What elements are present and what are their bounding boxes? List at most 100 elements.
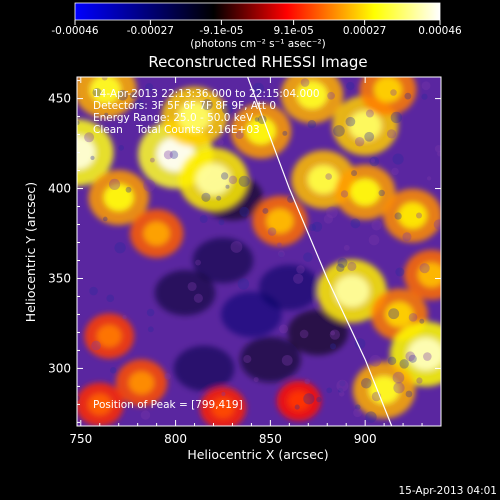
heatmap-bright-core — [397, 202, 428, 229]
colorbar-tick-label: -0.00027 — [127, 25, 174, 37]
heatmap-bright-core — [77, 135, 96, 170]
heatmap-dim-region — [287, 309, 349, 356]
annotation-time-range: 14-Apr-2013 22:13:36.000 to 22:15:04.000 — [93, 88, 320, 100]
heatmap-speckle — [345, 116, 356, 127]
heatmap-speckle — [336, 263, 345, 272]
heatmap-speckle — [395, 267, 405, 277]
heatmap-speckle — [311, 221, 323, 232]
annotation-clean-counts: Clean Total Counts: 2.16E+03 — [93, 124, 260, 136]
heatmap-speckle — [102, 216, 108, 222]
heatmap-speckle — [340, 190, 349, 198]
heatmap-speckle — [329, 343, 337, 350]
heatmap-bright-core — [96, 324, 122, 348]
heatmap-dim-region — [221, 291, 282, 338]
heatmap-speckle — [316, 396, 322, 403]
heatmap-speckle — [225, 184, 230, 189]
heatmap-speckle — [369, 156, 380, 167]
heatmap-speckle — [108, 178, 121, 190]
heatmap-speckle — [144, 83, 154, 92]
heatmap-speckle — [434, 145, 441, 153]
heatmap-speckle — [338, 391, 345, 397]
heatmap-speckle — [134, 99, 144, 109]
solar-limb-line — [247, 77, 393, 426]
x-tick-label: 800 — [164, 432, 187, 446]
heatmap-bright-core — [307, 164, 340, 195]
heatmap-speckle — [243, 355, 252, 364]
heatmap-speckle — [402, 232, 412, 242]
heatmap-speckle — [408, 354, 417, 363]
heatmap-speckle — [405, 390, 413, 398]
heatmap-speckle — [354, 137, 365, 147]
heatmap-speckle — [351, 170, 358, 177]
x-tick-label: 750 — [69, 432, 92, 446]
heatmap-bright-core — [89, 77, 122, 104]
heatmap-speckle — [338, 387, 344, 394]
colorbar-tick-label: 0.00027 — [343, 25, 386, 37]
heatmap-speckle — [146, 308, 155, 317]
heatmap-speckle — [254, 117, 260, 122]
heatmap-speckle — [361, 377, 372, 389]
heatmap-bright-core — [143, 221, 170, 246]
heatmap-speckle — [110, 367, 117, 374]
heatmap-bright-core — [334, 275, 370, 307]
heatmap-speckle — [419, 263, 430, 274]
heatmap-speckle — [325, 173, 332, 180]
heatmap-speckle — [201, 99, 213, 111]
heatmap-dim-region — [154, 270, 216, 316]
axis-ticks: 750 800 850 900 300 350 400 450 — [48, 77, 441, 446]
heatmap-speckle — [369, 354, 382, 367]
heatmap-speckle — [390, 111, 403, 124]
heatmap-speckle — [437, 151, 441, 157]
heatmap-speckle — [426, 176, 432, 181]
heatmap-speckle — [282, 130, 288, 136]
heatmap-speckle — [147, 326, 154, 333]
plot-frame — [76, 76, 442, 427]
heatmap-speckle — [308, 223, 316, 232]
heatmap-speckle — [390, 89, 397, 96]
heatmap-speckle — [277, 242, 282, 248]
colorbar-ticks: -0.00046 -0.00027 -9.1e-05 9.1e-05 0.00027 0.… — [51, 20, 462, 37]
heatmap-speckle — [77, 395, 80, 402]
heatmap-speckle — [296, 265, 305, 274]
heatmap-speckle — [114, 242, 126, 254]
heatmap-speckle — [394, 212, 402, 220]
heatmap-speckle — [387, 356, 397, 366]
colorbar-tick-label: -9.1e-05 — [199, 25, 243, 37]
heatmap-speckle — [370, 158, 376, 163]
heatmap-speckle — [323, 214, 334, 224]
y-tick-label: 350 — [48, 271, 71, 285]
heatmap-bright-core — [196, 163, 231, 196]
heatmap-speckle — [405, 351, 416, 362]
heatmap-bright-core — [103, 183, 134, 212]
heatmap-speckle — [238, 175, 250, 187]
heatmap-speckle — [230, 241, 243, 253]
heatmap-speckle — [368, 234, 380, 246]
heatmap-speckle — [354, 338, 366, 350]
heatmap-speckle — [330, 330, 336, 336]
heatmap-speckle — [125, 186, 132, 193]
heatmap-speckle — [421, 81, 431, 91]
y-axis-label: Heliocentric Y (arcsec) — [23, 182, 38, 322]
annotation-peak-position: Position of Peak = [799,419] — [93, 399, 243, 411]
heatmap-speckle — [433, 219, 441, 230]
heatmap-speckle — [364, 131, 375, 142]
heatmap-speckle — [333, 125, 345, 137]
x-tick-label: 850 — [259, 432, 282, 446]
heatmap-speckle — [104, 112, 109, 117]
heatmap-speckle — [143, 179, 156, 192]
heatmap-speckle — [327, 91, 335, 100]
colorbar: -0.00046 -0.00027 -9.1e-05 9.1e-05 0.00027 0.… — [51, 2, 462, 50]
heatmap-speckle — [91, 340, 101, 351]
heatmap-speckle — [365, 109, 374, 118]
heatmap-speckle — [277, 250, 285, 258]
heatmap-speckle — [392, 153, 404, 165]
heatmap-speckle — [326, 387, 333, 394]
heatmap-speckle — [408, 312, 418, 322]
heatmap-speckle — [218, 219, 225, 226]
heatmap-speckle — [278, 251, 284, 258]
x-tick-label: 900 — [354, 432, 377, 446]
heatmap-speckle — [353, 408, 362, 418]
heatmap-speckle — [164, 373, 171, 380]
heatmap-speckle — [299, 329, 309, 339]
